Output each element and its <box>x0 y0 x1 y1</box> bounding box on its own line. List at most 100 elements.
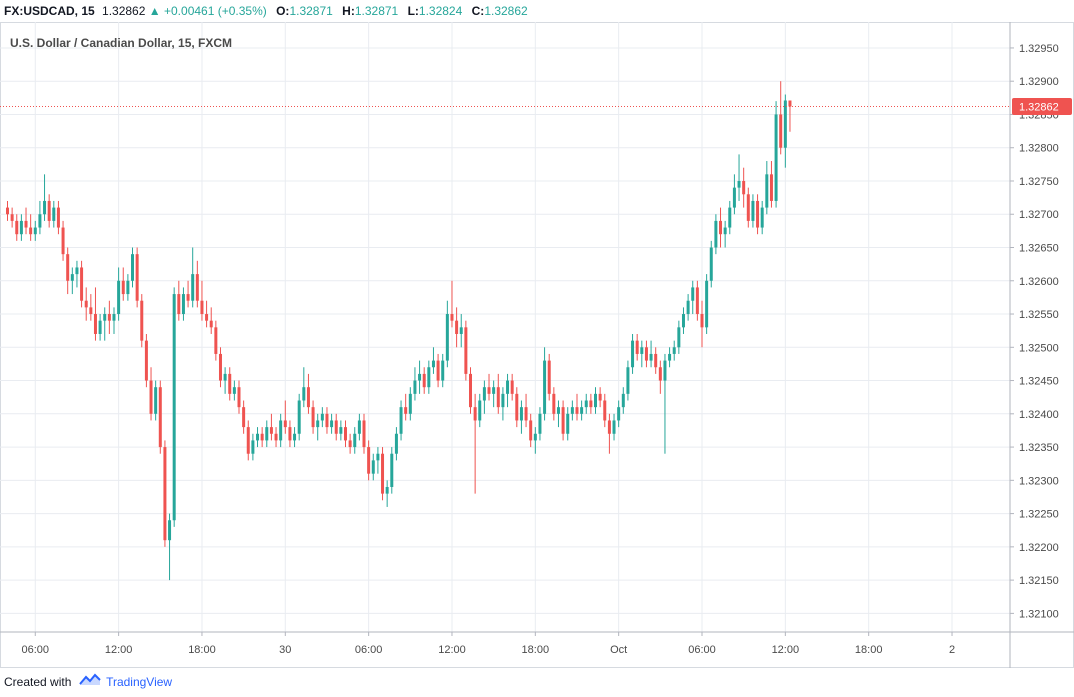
candle-body <box>561 407 565 434</box>
candle-body <box>353 433 357 448</box>
tradingview-logo-icon[interactable] <box>78 669 101 697</box>
candle <box>506 373 510 408</box>
candle <box>140 294 144 348</box>
candle-body <box>6 207 9 215</box>
candle-body <box>154 387 158 414</box>
x-tick-label: 18:00 <box>855 644 883 656</box>
candle <box>265 420 269 448</box>
candle-body <box>195 274 199 301</box>
candle <box>56 200 60 235</box>
candle <box>172 287 176 527</box>
candle <box>408 387 412 421</box>
candle <box>47 194 51 228</box>
y-tick-label: 1.32550 <box>1019 309 1059 321</box>
candle <box>89 294 93 321</box>
candle-body <box>256 433 260 441</box>
candle <box>371 453 375 481</box>
candle <box>705 274 709 334</box>
price-axis[interactable]: 1.32100 1.32150 1.32200 1.32250 1.32300 1.323… <box>1010 43 1059 620</box>
candle <box>728 200 732 235</box>
candle-body <box>445 314 449 361</box>
candle <box>691 280 695 315</box>
candle-body <box>89 307 93 315</box>
open-label: O: <box>276 4 290 18</box>
candle <box>367 440 371 481</box>
high-value: 1.32871 <box>354 4 399 18</box>
candle-body <box>621 393 625 408</box>
candle <box>84 287 88 321</box>
candle <box>709 240 713 288</box>
candle <box>654 347 658 374</box>
candle-body <box>552 393 556 414</box>
candle-body <box>612 420 616 434</box>
candle <box>214 320 218 361</box>
candle-body <box>242 407 246 428</box>
y-tick-label: 1.32200 <box>1019 542 1059 554</box>
candle <box>256 427 260 448</box>
x-tick-label: 30 <box>279 644 291 656</box>
candle <box>464 320 468 381</box>
candle-body <box>75 267 79 275</box>
candle-body <box>70 274 74 281</box>
candle-body <box>728 207 732 228</box>
candle <box>672 340 676 361</box>
candle-body <box>668 353 672 361</box>
candle-body <box>658 367 662 381</box>
candle-body <box>603 400 607 421</box>
candle <box>293 427 297 448</box>
candle-body <box>533 433 537 441</box>
candle <box>163 440 167 547</box>
candle-body <box>427 367 431 388</box>
time-axis[interactable]: 06:00 12:00 18:00 30 06:00 12:00 18:00 Oct 06:00… <box>22 632 956 656</box>
candle <box>154 380 158 421</box>
price-chart[interactable]: 1.32100 1.32150 1.32200 1.32250 1.32300 1.323… <box>0 22 1074 668</box>
candle-body <box>719 220 723 235</box>
candle-body <box>93 314 97 334</box>
candle <box>668 347 672 368</box>
y-tick-label: 1.32750 <box>1019 176 1059 188</box>
tradingview-brand-link[interactable]: TradingView <box>106 675 173 689</box>
candle <box>343 420 347 448</box>
candle-body <box>19 220 23 235</box>
candle <box>218 347 222 388</box>
candle <box>390 447 394 494</box>
candle <box>603 393 607 428</box>
candle <box>320 407 324 428</box>
candle <box>533 427 537 454</box>
candle <box>112 307 116 334</box>
candle <box>209 307 213 334</box>
candle <box>24 207 28 235</box>
candle-body <box>52 207 56 221</box>
candle-body <box>589 400 593 408</box>
candle <box>306 373 310 414</box>
candle-body <box>700 314 704 328</box>
candle <box>43 174 47 221</box>
candle-body <box>649 353 653 361</box>
y-tick-label: 1.32250 <box>1019 509 1059 521</box>
candle-body <box>413 380 417 394</box>
candle-body <box>149 380 153 414</box>
candle-body <box>29 227 33 235</box>
candle <box>769 161 773 208</box>
y-tick-label: 1.32450 <box>1019 376 1059 388</box>
candle-body <box>246 427 250 454</box>
candle <box>589 393 593 414</box>
candle <box>191 247 195 308</box>
candle-body <box>473 407 477 421</box>
candle <box>61 220 65 261</box>
candle <box>121 267 125 301</box>
candle-body <box>288 427 292 441</box>
chart-header: FX:USDCAD, 15 1.32862 ▲ +0.00461 (+0.35%… <box>0 0 1074 22</box>
candle <box>325 407 329 434</box>
candle-body <box>33 227 37 235</box>
candle <box>436 353 440 388</box>
candle-body <box>177 294 181 315</box>
candle <box>529 413 533 448</box>
candle-body <box>538 413 542 434</box>
candle-body <box>691 287 695 301</box>
y-tick-label: 1.32350 <box>1019 442 1059 454</box>
candle <box>66 247 70 295</box>
candle <box>181 287 185 321</box>
candle <box>353 427 357 454</box>
candle <box>279 413 283 448</box>
